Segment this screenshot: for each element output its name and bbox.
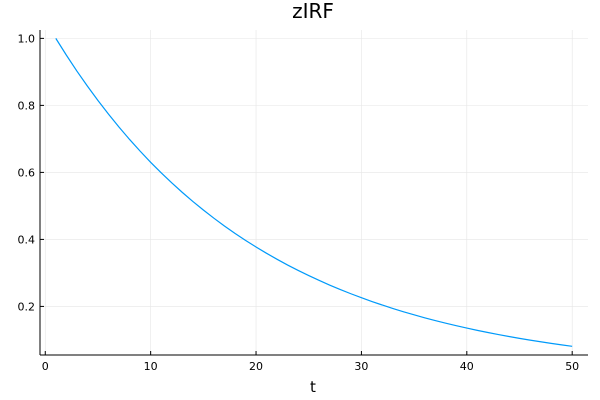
- x-axis-title: t: [310, 378, 316, 396]
- x-tick-label: 0: [42, 360, 49, 373]
- x-tick-label: 50: [565, 360, 579, 373]
- x-tick-label: 10: [144, 360, 158, 373]
- series-layer: [55, 38, 573, 347]
- x-tick-label: 20: [249, 360, 263, 373]
- ticks: 0 10 20 30 40 50 0.2 0.4 0.6 0.8 1.0: [18, 32, 580, 373]
- y-tick-label: 0.2: [18, 300, 36, 313]
- chart-title: zIRF: [292, 0, 334, 23]
- x-tick-label: 30: [354, 360, 368, 373]
- axes: [39, 30, 588, 356]
- y-tick-label: 0.4: [18, 233, 36, 246]
- y-tick-label: 0.8: [18, 99, 36, 112]
- y-tick-label: 1.0: [18, 32, 36, 45]
- x-tick-label: 40: [460, 360, 474, 373]
- series-line: [55, 38, 573, 347]
- grid: [40, 30, 588, 355]
- y-tick-label: 0.6: [18, 166, 36, 179]
